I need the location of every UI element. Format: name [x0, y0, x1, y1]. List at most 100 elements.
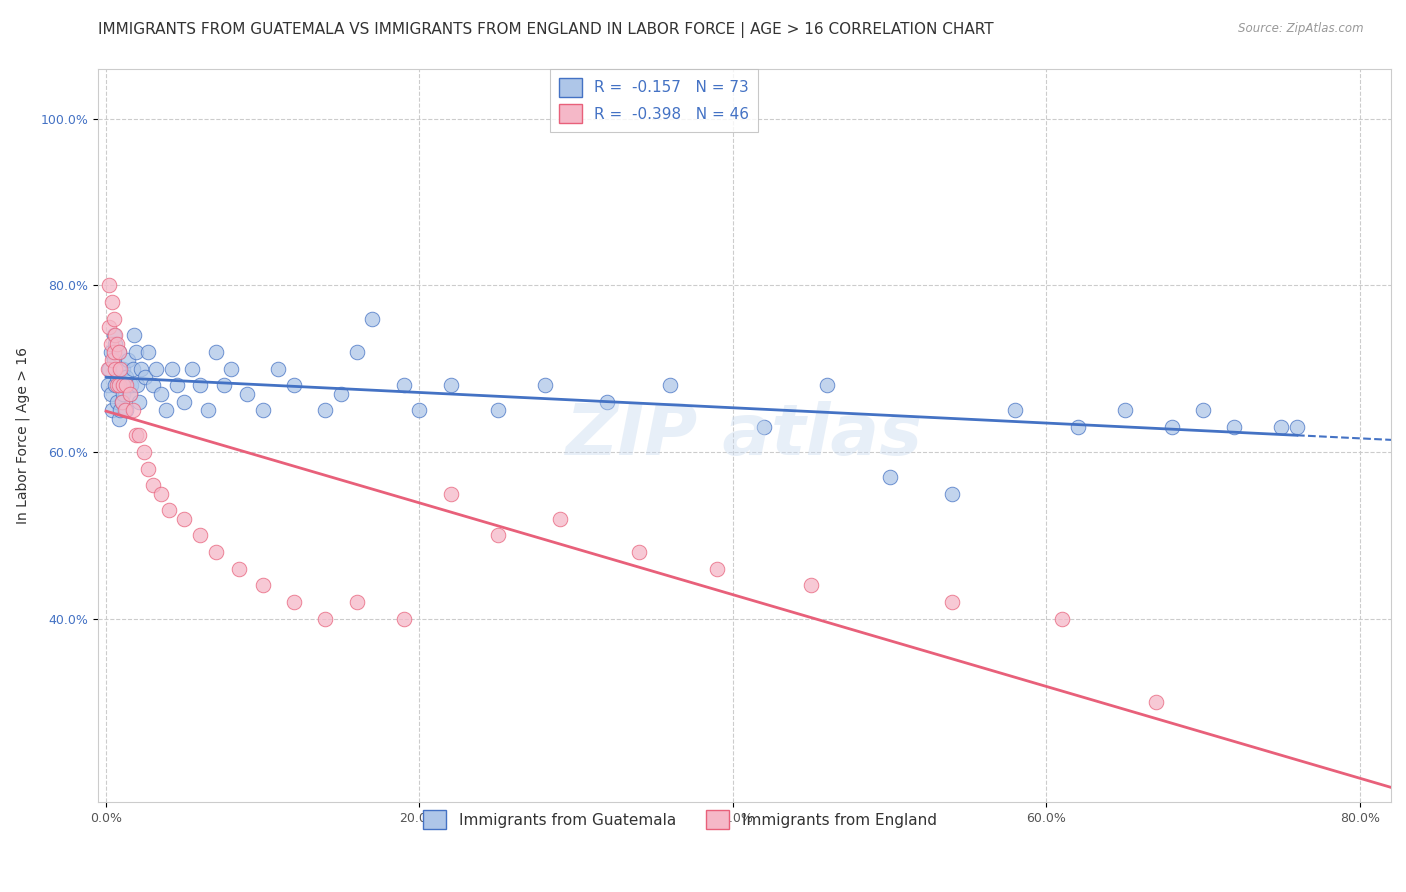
Point [117, 353, 139, 368]
Legend: Immigrants from Guatemala, Immigrants from England: Immigrants from Guatemala, Immigrants fr… [418, 804, 942, 835]
Text: IMMIGRANTS FROM GUATEMALA VS IMMIGRANTS FROM ENGLAND IN LABOR FORCE | AGE > 16 C: IMMIGRANTS FROM GUATEMALA VS IMMIGRANTS … [98, 22, 994, 38]
Point [107, 345, 129, 359]
Point [392, 378, 415, 392]
Point [361, 311, 384, 326]
Point [103, 328, 125, 343]
Point [1066, 420, 1088, 434]
Point [104, 328, 127, 343]
Point [659, 378, 682, 392]
Point [314, 403, 336, 417]
Point [188, 378, 211, 392]
Point [283, 595, 305, 609]
Point [706, 562, 728, 576]
Point [440, 378, 463, 392]
Point [392, 612, 415, 626]
Point [100, 345, 122, 359]
Point [160, 361, 183, 376]
Point [941, 595, 963, 609]
Point [330, 386, 353, 401]
Point [204, 545, 226, 559]
Point [346, 345, 368, 359]
Point [1114, 403, 1136, 417]
Point [228, 562, 250, 576]
Point [941, 487, 963, 501]
Point [118, 386, 141, 401]
Point [118, 386, 141, 401]
Y-axis label: In Labor Force | Age > 16: In Labor Force | Age > 16 [15, 347, 30, 524]
Point [533, 378, 555, 392]
Point [97, 378, 120, 392]
Point [115, 403, 138, 417]
Point [1270, 420, 1292, 434]
Point [112, 361, 135, 376]
Point [440, 487, 463, 501]
Point [1004, 403, 1026, 417]
Point [112, 386, 135, 401]
Point [98, 361, 121, 376]
Point [197, 403, 219, 417]
Point [97, 361, 120, 376]
Point [120, 378, 142, 392]
Point [157, 503, 180, 517]
Point [138, 461, 160, 475]
Point [104, 336, 127, 351]
Point [104, 378, 127, 392]
Point [107, 411, 129, 425]
Point [1192, 403, 1215, 417]
Point [1050, 612, 1073, 626]
Point [1285, 420, 1308, 434]
Point [1160, 420, 1182, 434]
Point [114, 378, 136, 392]
Point [314, 612, 336, 626]
Point [142, 378, 165, 392]
Point [100, 336, 122, 351]
Point [173, 512, 195, 526]
Point [596, 395, 619, 409]
Point [181, 361, 204, 376]
Point [1144, 695, 1167, 709]
Point [166, 378, 188, 392]
Point [138, 345, 160, 359]
Point [204, 345, 226, 359]
Point [105, 378, 128, 392]
Point [103, 311, 125, 326]
Point [111, 395, 134, 409]
Point [550, 512, 572, 526]
Point [627, 545, 650, 559]
Point [108, 403, 131, 417]
Point [129, 361, 152, 376]
Point [101, 353, 124, 368]
Point [105, 336, 128, 351]
Point [134, 370, 156, 384]
Point [101, 403, 124, 417]
Point [149, 386, 172, 401]
Text: ZIP atlas: ZIP atlas [567, 401, 924, 470]
Point [112, 378, 135, 392]
Point [1223, 420, 1246, 434]
Point [111, 378, 134, 392]
Point [121, 361, 143, 376]
Point [115, 378, 138, 392]
Point [108, 361, 131, 376]
Point [101, 295, 124, 310]
Point [800, 578, 823, 592]
Point [103, 345, 125, 359]
Point [132, 445, 155, 459]
Point [115, 370, 138, 384]
Point [104, 361, 127, 376]
Point [212, 378, 235, 392]
Point [103, 353, 125, 368]
Point [100, 386, 122, 401]
Point [283, 378, 305, 392]
Point [114, 403, 136, 417]
Point [486, 403, 509, 417]
Text: Source: ZipAtlas.com: Source: ZipAtlas.com [1239, 22, 1364, 36]
Point [142, 478, 165, 492]
Point [98, 278, 121, 293]
Point [221, 361, 243, 376]
Point [105, 370, 128, 384]
Point [173, 395, 195, 409]
Point [121, 403, 143, 417]
Point [128, 395, 150, 409]
Point [252, 403, 274, 417]
